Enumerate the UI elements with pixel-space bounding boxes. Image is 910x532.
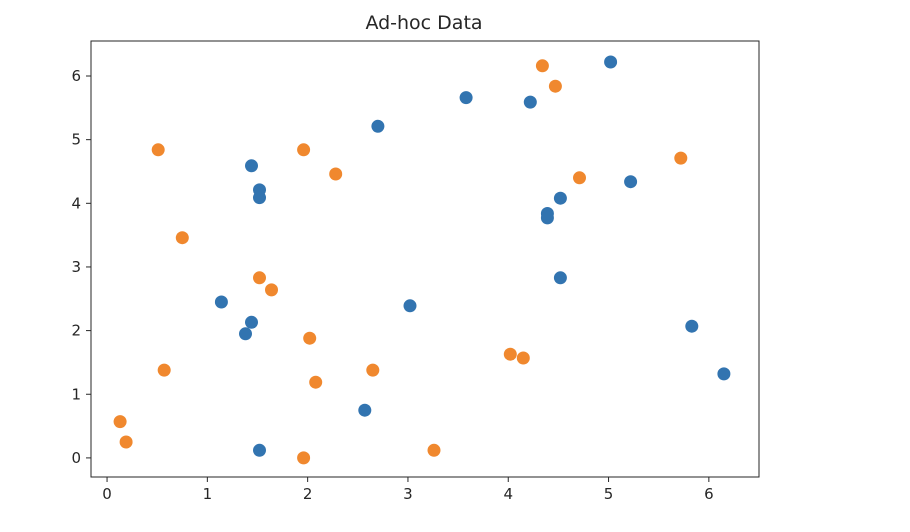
data-point — [427, 443, 441, 457]
data-point — [624, 175, 638, 189]
data-point — [297, 451, 311, 465]
y-tick-label: 2 — [71, 322, 81, 340]
plot-frame — [90, 40, 760, 478]
data-point — [253, 271, 266, 285]
x-tick-label: 6 — [704, 485, 714, 503]
data-point — [329, 167, 343, 181]
x-tick-label: 1 — [203, 485, 213, 503]
x-tick-label: 2 — [303, 485, 313, 503]
y-tick-label: 1 — [71, 385, 81, 403]
data-point — [253, 443, 266, 457]
data-point — [214, 295, 228, 309]
data-point — [119, 435, 133, 449]
data-point — [604, 55, 618, 69]
data-point — [358, 403, 372, 417]
data-point — [553, 191, 567, 205]
data-point — [403, 299, 417, 313]
data-point — [245, 315, 258, 329]
y-tick-label: 3 — [71, 258, 81, 276]
data-point — [151, 143, 165, 157]
data-point — [113, 415, 127, 429]
data-point — [253, 191, 266, 205]
data-point — [540, 211, 554, 225]
x-tick-label: 4 — [503, 485, 513, 503]
data-point — [245, 159, 258, 173]
y-tick-label: 6 — [71, 67, 81, 85]
y-axis: 0 1 2 3 4 5 6 — [71, 67, 91, 467]
data-point — [548, 79, 562, 93]
data-point — [685, 319, 699, 333]
x-tick-label: 3 — [403, 485, 413, 503]
data-point — [535, 59, 549, 73]
data-point — [303, 331, 317, 345]
y-tick-label: 0 — [71, 449, 81, 467]
x-axis: 0 1 2 3 4 5 6 — [102, 477, 714, 503]
y-tick-label: 4 — [71, 194, 81, 212]
chart-title: Ad-hoc Data — [365, 12, 482, 34]
data-point — [371, 119, 385, 133]
data-point — [265, 283, 278, 297]
data-point — [553, 271, 567, 285]
data-point — [366, 363, 380, 377]
data-point — [674, 151, 688, 165]
data-point — [239, 327, 252, 341]
data-point — [573, 171, 586, 185]
data-point — [157, 363, 171, 377]
data-point — [516, 351, 530, 365]
data-point — [503, 347, 517, 361]
x-tick-label: 5 — [604, 485, 614, 503]
data-point — [459, 91, 473, 105]
data-point — [297, 143, 311, 157]
data-point — [523, 95, 537, 109]
data-point — [175, 231, 189, 245]
data-point — [717, 367, 731, 381]
y-tick-label: 5 — [71, 131, 81, 149]
points-layer — [113, 55, 731, 465]
data-point — [309, 375, 323, 389]
x-tick-label: 0 — [102, 485, 112, 503]
